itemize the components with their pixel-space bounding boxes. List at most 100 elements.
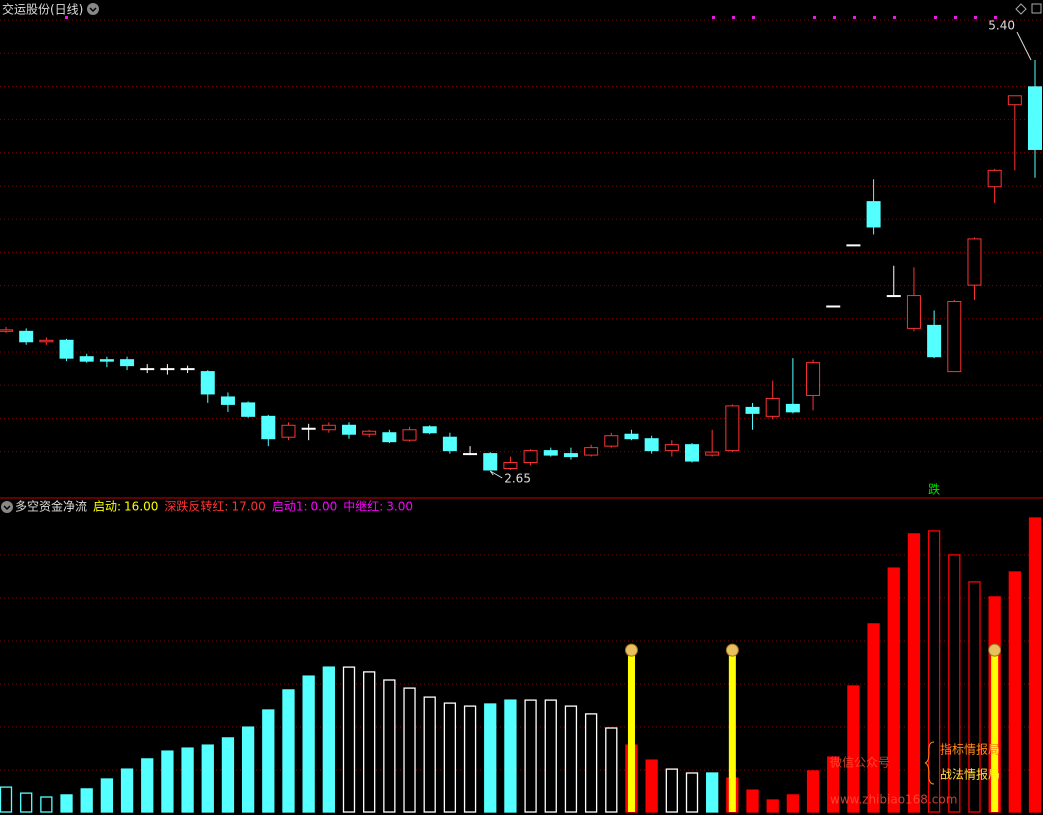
legend-name: 深跌反转红: bbox=[164, 499, 228, 514]
candle-body bbox=[99, 359, 114, 362]
candle-body bbox=[705, 451, 720, 456]
bar bbox=[665, 768, 678, 813]
bar bbox=[827, 756, 840, 813]
bar bbox=[645, 759, 658, 813]
dropdown-arrow bbox=[3, 505, 11, 511]
bar bbox=[1028, 517, 1042, 813]
bar bbox=[322, 666, 335, 813]
candle-body bbox=[644, 438, 659, 452]
bar bbox=[20, 792, 33, 813]
candle-body bbox=[19, 330, 34, 343]
watermark-text: 指标情报局 bbox=[940, 742, 1000, 757]
candle-body bbox=[866, 201, 881, 228]
bar bbox=[504, 699, 517, 813]
candle-body bbox=[79, 356, 94, 362]
bar bbox=[342, 666, 356, 813]
flag-dots bbox=[65, 16, 997, 19]
bar bbox=[181, 747, 194, 813]
bar bbox=[443, 702, 457, 813]
candle-body bbox=[685, 444, 699, 462]
money-bag-icon bbox=[624, 643, 638, 657]
window-icon[interactable] bbox=[1031, 3, 1042, 14]
watermark-text: 微信公众号 bbox=[830, 756, 890, 770]
candle-body bbox=[39, 339, 54, 343]
bar bbox=[948, 554, 961, 813]
bar bbox=[0, 786, 13, 813]
signal-bar bbox=[728, 655, 736, 812]
candle-body bbox=[806, 362, 821, 396]
legend-value: 0.00 bbox=[311, 500, 338, 514]
bar bbox=[100, 778, 114, 813]
candle-body bbox=[927, 324, 942, 358]
candle-body bbox=[120, 359, 135, 367]
indicator-title: 多空资金净流 bbox=[15, 499, 87, 514]
candle-body bbox=[725, 405, 740, 452]
candle-body bbox=[826, 305, 841, 308]
dropdown-arrow bbox=[89, 7, 97, 13]
bar bbox=[685, 772, 699, 813]
candle-body bbox=[241, 402, 256, 417]
candle-body bbox=[281, 424, 296, 438]
signal-bar bbox=[991, 655, 999, 812]
candle-body bbox=[402, 429, 417, 441]
candle-body bbox=[906, 295, 921, 329]
candle-body bbox=[362, 430, 377, 435]
bar bbox=[524, 699, 537, 813]
bar bbox=[363, 671, 376, 813]
bar bbox=[120, 768, 134, 813]
bar bbox=[403, 687, 416, 813]
bar bbox=[806, 770, 820, 813]
bar bbox=[746, 789, 759, 813]
candle-body bbox=[483, 453, 498, 471]
bar bbox=[584, 713, 598, 813]
bar bbox=[564, 705, 578, 813]
bar bbox=[907, 533, 921, 813]
bar bbox=[201, 744, 214, 813]
candle-body bbox=[503, 462, 518, 470]
legend-name: 启动: bbox=[93, 500, 121, 514]
money-bag-icon bbox=[725, 643, 739, 657]
candle-body bbox=[1007, 95, 1022, 106]
candle-body bbox=[59, 339, 74, 359]
bar bbox=[60, 794, 73, 813]
candle-body bbox=[563, 453, 578, 458]
bar bbox=[927, 530, 941, 813]
dropdown-icon[interactable] bbox=[1, 501, 13, 513]
signal-bar bbox=[627, 655, 635, 812]
candle-body bbox=[846, 244, 861, 247]
legend-name: 启动1: bbox=[272, 500, 308, 514]
bar bbox=[887, 567, 900, 813]
candle-body bbox=[261, 415, 276, 440]
candle-body bbox=[140, 368, 155, 371]
bar bbox=[241, 726, 255, 813]
candle-body bbox=[624, 433, 639, 440]
bar bbox=[786, 794, 800, 813]
candle-body bbox=[987, 169, 1002, 188]
watermark-brace bbox=[924, 741, 935, 785]
watermark-text: 战法情报局 bbox=[940, 767, 1000, 782]
legend-name: 中继红: bbox=[343, 499, 383, 514]
bar bbox=[161, 750, 174, 813]
bar bbox=[605, 727, 618, 813]
candle-body bbox=[342, 424, 356, 435]
candle-body bbox=[321, 424, 336, 431]
candle-body bbox=[301, 427, 316, 430]
diamond-icon[interactable] bbox=[1015, 3, 1027, 15]
bar bbox=[968, 581, 981, 813]
bar bbox=[221, 737, 235, 813]
bar bbox=[383, 679, 396, 813]
bar bbox=[766, 799, 779, 813]
bar bbox=[282, 689, 295, 813]
candle-body bbox=[382, 432, 397, 443]
annotation-arrow bbox=[1016, 31, 1032, 61]
bar bbox=[1008, 571, 1021, 813]
candle-body bbox=[463, 453, 478, 456]
bar bbox=[262, 709, 275, 813]
dropdown-icon[interactable] bbox=[87, 3, 99, 15]
candle-body bbox=[765, 397, 780, 417]
watermark-text: www.zhibiao168.com bbox=[830, 793, 957, 807]
candle-body bbox=[523, 450, 538, 464]
legend-value: 16.00 bbox=[124, 500, 158, 514]
